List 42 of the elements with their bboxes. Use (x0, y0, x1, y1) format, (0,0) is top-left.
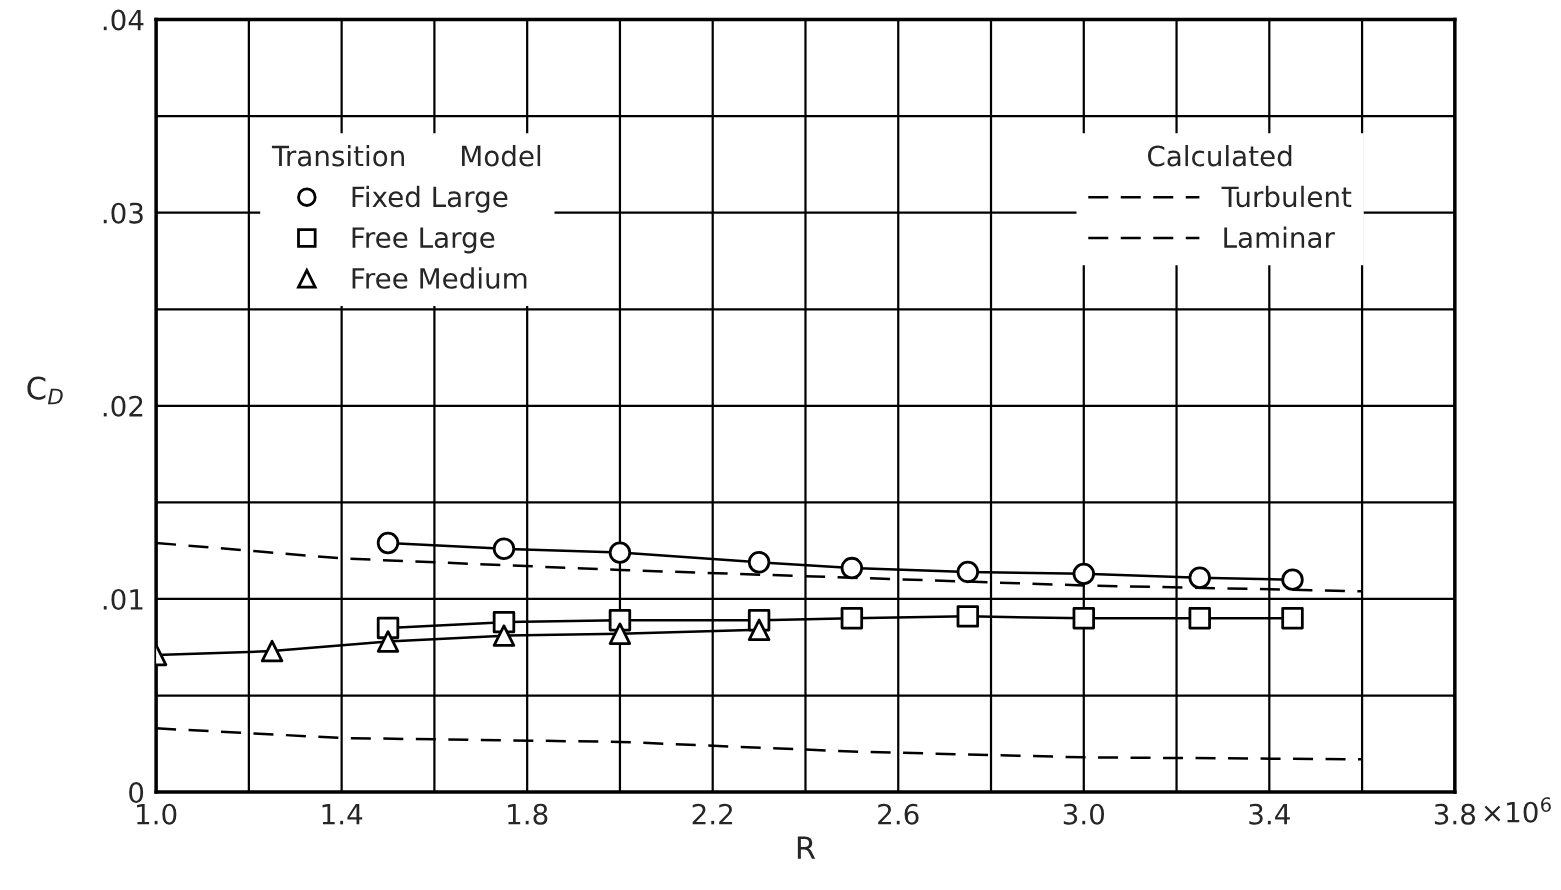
point (956, 560, 980, 584)
point (840, 607, 864, 630)
point (840, 556, 864, 580)
y-tick-label: .03 (103, 202, 143, 224)
text: ×10$^{6}$ (1484, 797, 1551, 823)
point (1281, 568, 1304, 591)
point (260, 639, 284, 663)
y-tick-label: .01 (103, 588, 143, 610)
point (608, 541, 632, 564)
y-tick-label: .04 (103, 9, 144, 31)
legend-label: Fixed Large (352, 185, 508, 213)
x-tick-label: 3.8 (1434, 803, 1476, 825)
point (492, 537, 516, 560)
point (492, 624, 516, 647)
legend-label: Laminar (1224, 226, 1335, 249)
point (1188, 607, 1211, 630)
legend-label: Turbulent (1221, 185, 1352, 208)
x-axis-title: R (797, 836, 816, 859)
point (956, 605, 980, 628)
point (1072, 607, 1095, 630)
x-tick-label: 3.0 (1063, 803, 1105, 825)
y-tick-label: 0 (129, 782, 144, 804)
text: Transition Model (271, 145, 541, 167)
x-tick-label: 1.0 (137, 803, 177, 825)
x-tick-label: 2.6 (878, 803, 919, 825)
y-tick-label: .02 (103, 395, 143, 417)
x-tick-label: 3.4 (1249, 803, 1290, 825)
legend-label: Free Medium (352, 267, 527, 289)
point (1281, 607, 1304, 630)
y-axis-title: C$_{D}$ (27, 376, 63, 405)
point (747, 618, 771, 642)
x-tick-label: 1.4 (322, 804, 363, 825)
x-tick-label: 1.8 (508, 803, 548, 825)
point (1188, 566, 1211, 589)
legend-label: Free Large (352, 227, 495, 254)
point (608, 622, 632, 645)
point (376, 630, 400, 653)
annotation: Calculated (1147, 145, 1292, 167)
point (747, 551, 771, 574)
x-tick-label: 2.2 (692, 803, 733, 825)
point (1072, 562, 1095, 586)
point (376, 531, 400, 555)
